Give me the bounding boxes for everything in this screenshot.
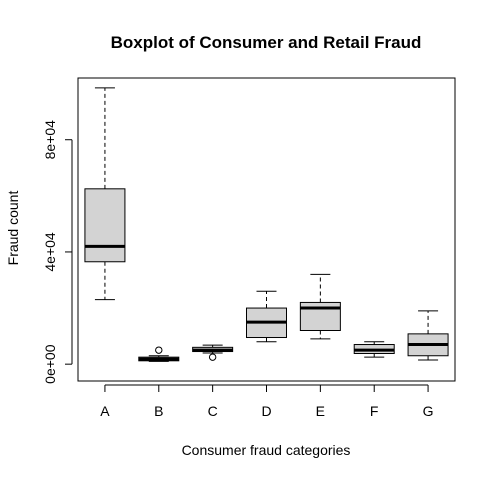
outlier-point — [155, 346, 163, 354]
plot-frame — [77, 77, 456, 382]
outlier-point — [208, 353, 217, 361]
y-tick-label: 0e+00 — [42, 344, 58, 384]
x-tick-label: C — [208, 403, 218, 419]
boxes-group — [84, 87, 449, 362]
y-axis: 0e+00 4e+04 8e+04 — [42, 120, 73, 384]
y-axis-label: Fraud count — [5, 191, 21, 266]
x-axis: A B C D E F G — [100, 384, 434, 419]
box-B — [138, 346, 180, 362]
chart-title: Boxplot of Consumer and Retail Fraud — [111, 33, 422, 52]
x-tick-label: B — [154, 403, 163, 419]
box-E — [299, 273, 341, 340]
iqr-box — [84, 188, 126, 263]
x-tick-label: E — [316, 403, 325, 419]
x-axis-label: Consumer fraud categories — [182, 442, 351, 458]
x-tick-label: A — [100, 403, 110, 419]
y-tick-label: 8e+04 — [42, 120, 58, 160]
x-tick-label: F — [370, 403, 379, 419]
y-tick-label: 4e+04 — [42, 232, 58, 272]
box-A — [84, 87, 126, 301]
x-tick-label: D — [261, 403, 271, 419]
box-F — [353, 341, 395, 358]
box-G — [407, 310, 449, 361]
box-C — [192, 344, 234, 361]
box-D — [246, 290, 287, 343]
x-tick-label: G — [423, 403, 434, 419]
